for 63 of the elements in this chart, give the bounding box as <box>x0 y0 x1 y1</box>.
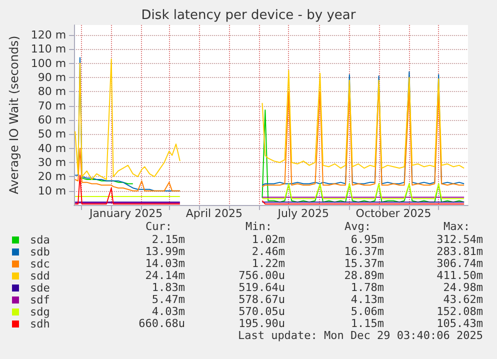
x-tick-label: January 2025 <box>88 207 163 220</box>
text: 24.98m <box>443 281 484 294</box>
text: 283.81m <box>436 245 484 258</box>
text: Min: <box>246 220 272 233</box>
text: 14.03m <box>145 257 186 270</box>
chart-title: Disk latency per device - by year <box>141 8 356 23</box>
y-tick-label: 80 m <box>38 85 66 98</box>
legend-label: sdd <box>30 270 50 282</box>
text: 15.37m <box>344 257 384 270</box>
legend-label: sdc <box>30 258 50 270</box>
text: Avg: <box>344 220 371 233</box>
text: 411.50m <box>436 269 484 282</box>
y-tick-label: 20 m <box>38 170 66 184</box>
text: 1.78m <box>350 281 384 294</box>
text: 1.83m <box>152 281 186 294</box>
text: Max: <box>444 220 470 233</box>
y-axis-title: Average IO Wait (seconds) <box>7 36 21 194</box>
text: Last update: Mon Dec 29 03:40:06 2025 <box>238 329 483 342</box>
y-tick-label: 110 m <box>30 42 66 56</box>
text: 43.62m <box>443 293 484 306</box>
legend-label: sdb <box>30 246 50 258</box>
text: 152.08m <box>436 305 484 318</box>
y-tick-label: 30 m <box>38 156 66 169</box>
y-tick-label: 70 m <box>38 99 66 112</box>
text: 195.90u <box>238 317 285 330</box>
text: 5.06m <box>350 305 384 318</box>
text: 1.22m <box>252 257 286 270</box>
x-tick-label: October 2025 <box>356 207 432 220</box>
text: 570.05u <box>238 305 285 318</box>
text: 1.02m <box>252 233 286 246</box>
legend-label: sdh <box>30 318 50 330</box>
y-tick-label: 100 m <box>30 56 66 70</box>
text: 24.14m <box>145 269 186 282</box>
legend-label: sda <box>30 234 50 246</box>
text: 578.67u <box>238 293 285 306</box>
y-tick-label: 120 m <box>30 28 66 42</box>
x-tick-label: July 2025 <box>276 207 330 220</box>
y-tick-label: 40 m <box>38 142 66 155</box>
text: 1.15m <box>350 317 384 330</box>
x-tick-label: April 2025 <box>186 207 243 220</box>
text: 2.46m <box>252 245 286 258</box>
y-tick-label: 50 m <box>38 128 66 141</box>
y-tick-label: 60 m <box>38 113 66 126</box>
legend-label: sdg <box>30 306 50 318</box>
text: 5.47m <box>152 293 186 306</box>
text: 756.00u <box>238 269 285 282</box>
text: Cur: <box>146 220 172 233</box>
legend-label: sdf <box>30 294 50 306</box>
text: 28.89m <box>344 269 384 282</box>
text: 4.03m <box>152 305 186 318</box>
text: 306.74m <box>436 257 484 270</box>
y-tick-label: 90 m <box>38 70 66 84</box>
text: 2.15m <box>152 233 186 246</box>
text: 6.95m <box>350 233 384 246</box>
text: 16.37m <box>344 245 384 258</box>
legend-label: sde <box>30 282 50 294</box>
text: 519.64u <box>238 281 285 294</box>
text: 660.68u <box>138 317 185 330</box>
text: 312.54m <box>436 233 484 246</box>
text: 105.43m <box>436 317 484 330</box>
text: 13.99m <box>145 245 186 258</box>
text: 4.13m <box>350 293 384 306</box>
y-tick-label: 10 m <box>38 184 66 198</box>
